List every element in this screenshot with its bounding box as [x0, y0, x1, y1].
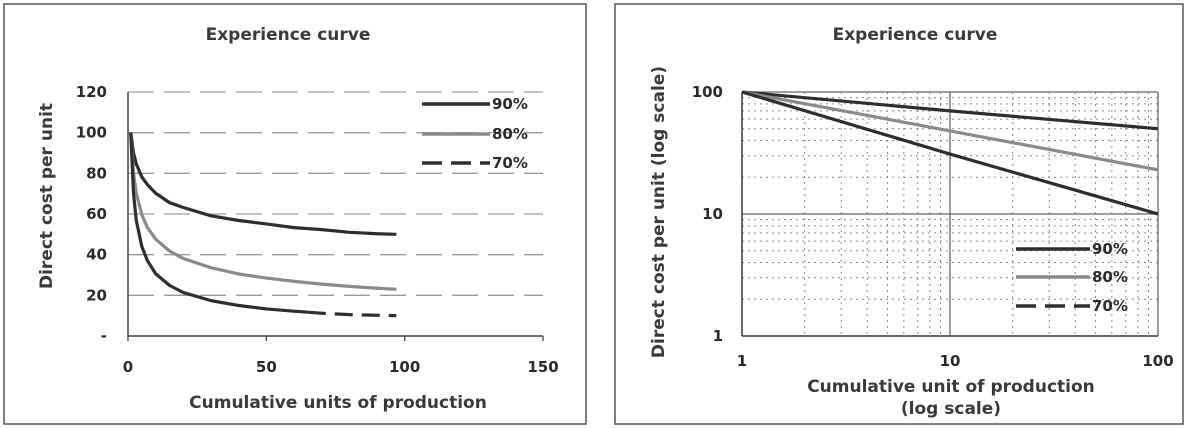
right-x-axis-label-2: (log scale) — [901, 399, 1001, 419]
right-x-tick-label: 1 — [737, 352, 747, 370]
right-legend-label: 90% — [1092, 240, 1128, 258]
left-x-tick-label: 100 — [389, 358, 420, 376]
right-y-ticks: 1 10 100 — [692, 83, 723, 345]
right-y-tick-label: 100 — [692, 83, 723, 101]
left-y-tick-label: - — [101, 327, 107, 345]
left-y-tick-label: 100 — [76, 124, 107, 142]
right-y-tick-label: 1 — [713, 327, 723, 345]
right-series-line-70% — [741, 90, 1159, 216]
right-legend-label: 70% — [1092, 297, 1128, 315]
right-y-tick-label: 10 — [702, 205, 723, 223]
left-x-ticks: 0 50 100 150 — [123, 336, 559, 376]
left-legend-label: 90% — [492, 95, 528, 113]
right-x-ticks: 1 10 100 — [737, 352, 1174, 370]
left-y-axis-label: Direct cost per unit — [37, 103, 57, 289]
left-x-axis-label: Cumulative units of production — [189, 393, 487, 413]
right-series-line-80% — [741, 90, 1159, 172]
left-x-tick-label: 0 — [123, 358, 133, 376]
left-chart: Experience curve - 20 40 60 80 100 120 0 50 100 1… — [3, 3, 587, 425]
left-legend-label: 80% — [492, 125, 528, 143]
right-series-line-90% — [741, 90, 1159, 131]
left-y-tick-label: 20 — [86, 286, 107, 304]
left-axes — [127, 92, 543, 337]
left-legend: 90% 80% 70% — [422, 95, 528, 172]
right-series — [741, 90, 1159, 216]
right-legend: 90% 80% 70% — [1016, 240, 1128, 315]
left-series-line-70%-dashed — [307, 310, 397, 318]
left-y-tick-label: 120 — [76, 83, 107, 101]
left-x-tick-label: 50 — [256, 358, 277, 376]
left-chart-title: Experience curve — [206, 25, 371, 45]
left-y-tick-label: 60 — [86, 205, 107, 223]
right-x-tick-label: 10 — [940, 352, 961, 370]
right-axes — [741, 92, 1158, 337]
right-chart-title: Experience curve — [833, 25, 998, 45]
left-series-line-90% — [129, 132, 397, 236]
left-series-line-70% — [129, 132, 308, 314]
left-series — [129, 132, 397, 318]
left-y-ticks: - 20 40 60 80 100 120 — [76, 83, 107, 345]
left-y-tick-label: 80 — [86, 164, 107, 182]
right-chart: Experience curve 1 10 100 1 10 100 90% 80% 70%… — [614, 3, 1184, 425]
right-legend-label: 80% — [1092, 268, 1128, 286]
left-legend-label: 70% — [492, 154, 528, 172]
right-y-axis-label: Direct cost per unit (log scale) — [649, 66, 669, 358]
left-y-tick-label: 40 — [86, 246, 107, 264]
right-x-axis-label: Cumulative unit of production — [807, 377, 1095, 397]
right-x-tick-label: 100 — [1142, 352, 1173, 370]
left-x-tick-label: 150 — [527, 358, 558, 376]
left-series-line-80% — [129, 132, 397, 291]
